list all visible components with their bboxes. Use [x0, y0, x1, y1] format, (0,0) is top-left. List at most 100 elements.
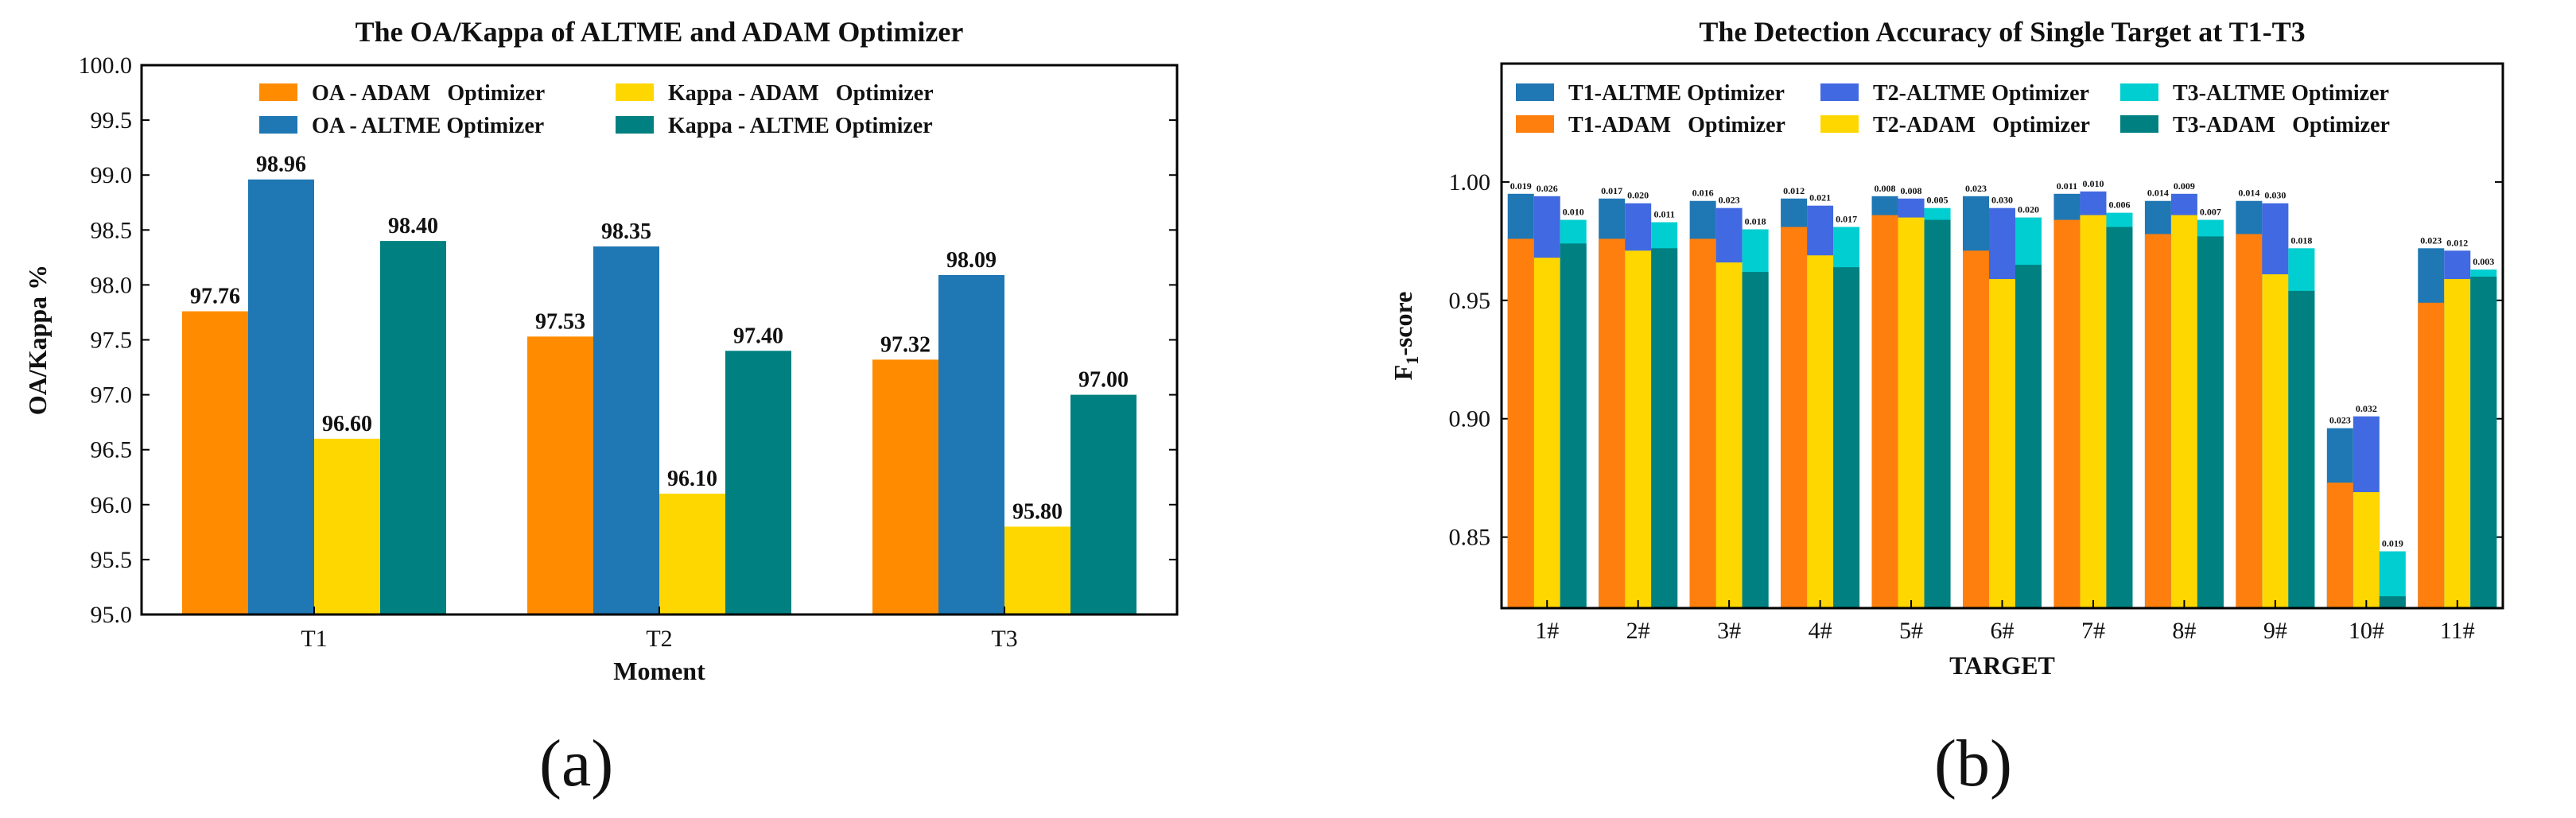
diff-label-b: 0.023: [1965, 183, 1987, 194]
bar-a: [1070, 394, 1136, 614]
bar-b-adam: [2418, 302, 2445, 608]
legend-label-b: T3-ALTME Optimizer: [2173, 81, 2389, 106]
x-tick-label-b: 7#: [2081, 618, 2105, 644]
bar-a: [248, 179, 314, 614]
bar-b-adam: [1507, 238, 1534, 608]
y-tick-label-b: 0.90: [1449, 406, 1491, 432]
bar-b-adam: [1898, 217, 1925, 608]
y-axis-label-a: OA/Kappa %: [23, 265, 52, 415]
y-axis-label-b-sub: 1: [1402, 356, 1422, 365]
diff-label-b: 0.014: [2238, 188, 2259, 199]
bar-b-adam: [2015, 265, 2042, 608]
diff-label-b: 0.006: [2108, 200, 2130, 211]
bar-value-label-a: 97.76: [190, 285, 240, 309]
bar-b-adam: [2353, 492, 2380, 608]
bar-b-adam: [2106, 227, 2133, 608]
y-tick-label-b: 0.95: [1449, 288, 1491, 314]
diff-label-b: 0.018: [1745, 215, 1766, 227]
diff-label-b: 0.018: [2290, 235, 2312, 246]
y-tick-label-a: 96.5: [91, 437, 133, 463]
diff-label-b: 0.010: [2082, 178, 2104, 189]
diff-label-b: 0.032: [2356, 403, 2377, 414]
x-tick-label-b: 1#: [1535, 618, 1559, 644]
diff-label-b: 0.019: [2382, 538, 2403, 549]
bar-value-label-a: 97.53: [535, 309, 585, 334]
y-axis-label-b-text: F1-score: [1389, 292, 1422, 381]
bar-value-label-a: 97.40: [733, 324, 783, 348]
bar-b-adam: [1924, 219, 1951, 608]
legend-swatch-a: [259, 83, 297, 101]
bar-a: [380, 241, 446, 614]
diff-label-b: 0.005: [1927, 195, 1949, 206]
legend-swatch-a: [616, 83, 654, 101]
diff-label-b: 0.010: [1563, 207, 1584, 218]
y-tick-label-a: 95.0: [91, 602, 133, 628]
diff-label-b: 0.016: [1692, 188, 1714, 199]
y-tick-label-a: 100.0: [79, 52, 133, 79]
bar-a: [527, 336, 593, 614]
diff-label-b: 0.012: [2446, 237, 2468, 248]
x-tick-label-a: T3: [991, 626, 1017, 652]
bar-a: [659, 493, 725, 614]
chart-detection-accuracy: The Detection Accuracy of Single Target …: [1389, 16, 2504, 680]
y-tick-label-a: 98.5: [91, 217, 133, 243]
bar-b-adam: [2080, 215, 2107, 608]
legend-swatch-b: [1516, 115, 1554, 133]
bar-b-adam: [1963, 250, 1989, 608]
diff-label-b: 0.030: [2264, 190, 2286, 201]
bar-b-adam: [2236, 234, 2263, 608]
panel-label-b: (b): [1934, 727, 2012, 801]
diff-label-b: 0.030: [1991, 195, 2013, 206]
panel-label-a: (a): [539, 727, 614, 801]
legend-swatch-b: [2120, 115, 2158, 133]
x-tick-label-b: 9#: [2263, 618, 2287, 644]
bar-b-adam: [2144, 234, 2171, 608]
legend-label-b: T3-ADAM Optimizer: [2173, 113, 2390, 138]
bar-b-adam: [1689, 238, 1716, 608]
bar-b-adam: [2170, 215, 2197, 608]
bar-a: [593, 246, 659, 614]
bar-a: [725, 351, 791, 614]
diff-label-b: 0.012: [1783, 185, 1805, 196]
bar-value-label-a: 95.80: [1012, 499, 1063, 524]
y-axis-label-b-main: F: [1389, 365, 1417, 381]
legend-label-b: T2-ADAM Optimizer: [1873, 113, 2090, 138]
x-tick-label-a: T2: [646, 626, 672, 652]
legend-label-a: OA - ADAM Optimizer: [312, 81, 545, 106]
diff-label-b: 0.011: [2057, 180, 2077, 192]
legend-swatch-a: [259, 116, 297, 134]
diff-label-b: 0.023: [1719, 195, 1740, 206]
plot-frame-b: [1500, 62, 2504, 610]
bar-a: [182, 311, 248, 614]
bar-b-adam: [1871, 215, 1898, 608]
diff-label-b: 0.023: [2420, 235, 2442, 246]
x-tick-label-b: 3#: [1717, 618, 1741, 644]
bar-b-adam: [1715, 262, 1743, 608]
bar-b-adam: [2470, 277, 2497, 608]
diff-label-b: 0.014: [2147, 188, 2169, 199]
bar-b-adam: [2444, 279, 2471, 608]
chart-oa-kappa: The OA/Kappa of ALTME and ADAM Optimizer…: [23, 16, 1179, 685]
bar-b-adam: [1742, 272, 1769, 608]
legend-label-a: Kappa - ALTME Optimizer: [668, 114, 933, 138]
diff-label-b: 0.011: [1654, 209, 1675, 220]
bar-a: [1004, 526, 1070, 614]
legend-label-b: T1-ADAM Optimizer: [1568, 113, 1785, 138]
legend-swatch-b: [2120, 83, 2158, 101]
bar-value-label-a: 98.96: [256, 153, 306, 177]
diff-label-b: 0.017: [1836, 214, 1857, 225]
x-tick-label-b: 5#: [1899, 618, 1923, 644]
y-tick-label-a: 99.0: [91, 162, 133, 188]
diff-label-b: 0.017: [1601, 185, 1622, 196]
bar-b-adam: [2262, 274, 2289, 608]
bar-b-adam: [2053, 219, 2081, 608]
diff-label-b: 0.009: [2174, 180, 2195, 192]
x-tick-label-b: 10#: [2349, 618, 2384, 644]
bar-value-label-a: 98.09: [946, 248, 997, 273]
bar-b-adam: [1989, 279, 2015, 608]
x-tick-label-b: 2#: [1626, 618, 1650, 644]
x-tick-label-b: 8#: [2172, 618, 2196, 644]
bar-value-label-a: 96.10: [667, 467, 717, 491]
diff-label-b: 0.007: [2200, 207, 2221, 218]
